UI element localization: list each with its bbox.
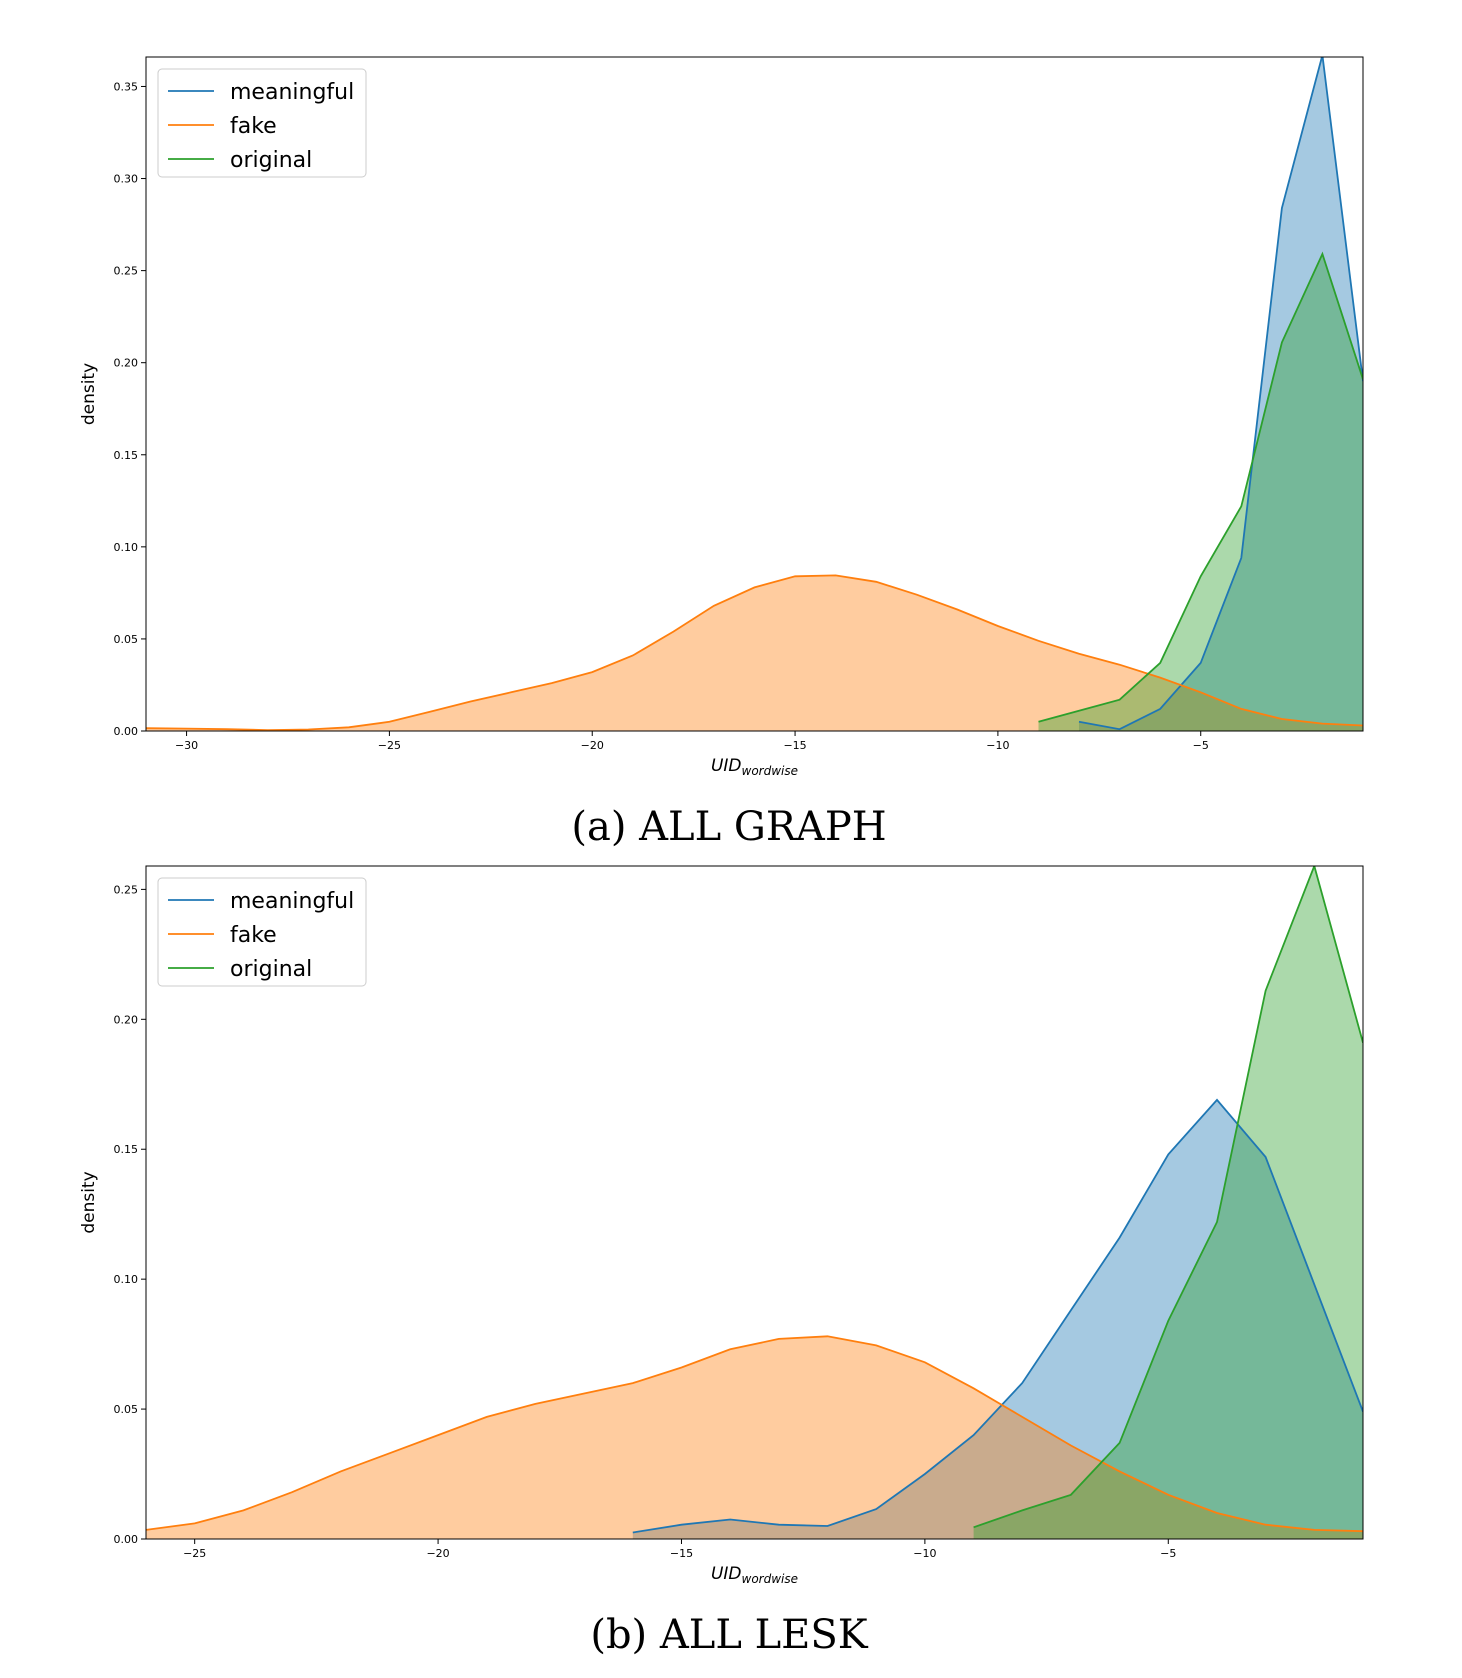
- legend-box: [157, 877, 367, 987]
- legend-box: [157, 68, 367, 178]
- y-tick-label: 0.35: [114, 80, 139, 93]
- legend-label-meaningful: meaningful: [230, 889, 354, 914]
- y-tick-label: 0.15: [114, 1143, 139, 1156]
- legend-label-original: original: [230, 957, 312, 982]
- area-meaningful: [1079, 57, 1363, 731]
- line-original: [973, 866, 1363, 1529]
- y-tick-label: 0.00: [114, 725, 139, 738]
- x-tick-label: −25: [183, 1547, 206, 1560]
- x-tick-label: −10: [913, 1547, 936, 1560]
- chart-a: −30 −25 −20 −15 −10 −5 0.00 0.05 0.10 0.15 0.20 0.2…: [79, 56, 1364, 850]
- x-tick-label: −15: [783, 739, 806, 752]
- line-meaningful: [1078, 57, 1363, 731]
- line-fake: [146, 574, 1363, 731]
- y-tick-label: 0.05: [114, 633, 139, 646]
- y-tick-label: 0.25: [114, 883, 139, 896]
- area-fake: [146, 1336, 1363, 1539]
- y-tick-label: 0.05: [114, 1403, 139, 1416]
- y-tick-label: 0.20: [114, 1013, 139, 1026]
- x-tick-label: −20: [426, 1547, 449, 1560]
- axes-frame: [145, 865, 1364, 1540]
- chart-b: −25 −20 −15 −10 −5 0.00 0.05 0.10 0.15 0.20 0.25 UI…: [79, 865, 1364, 1658]
- plot-area: [146, 57, 1363, 731]
- y-tick-label: 0.15: [114, 449, 139, 462]
- area-original: [1038, 254, 1363, 731]
- area-fake: [146, 575, 1363, 731]
- legend-label-original: original: [230, 148, 312, 173]
- x-tick-label: −20: [581, 739, 604, 752]
- legend-label-fake: fake: [230, 923, 277, 948]
- x-tick-label: −5: [1160, 1547, 1176, 1560]
- x-tick-label: −15: [670, 1547, 693, 1560]
- y-axis-label: density: [79, 1171, 99, 1233]
- y-tick-label: 0.10: [114, 541, 139, 554]
- chart-caption: (b) ALL LESK: [590, 1612, 868, 1658]
- legend: meaningful fake original: [157, 68, 367, 178]
- y-tick-label: 0.25: [114, 265, 139, 278]
- legend-label-meaningful: meaningful: [230, 80, 354, 105]
- line-meaningful: [632, 1098, 1363, 1534]
- y-tick-label: 0.20: [114, 357, 139, 370]
- x-axis-label: UIDwordwise: [711, 756, 798, 778]
- area-meaningful: [632, 1099, 1363, 1539]
- plot-area: [146, 866, 1363, 1539]
- legend: meaningful fake original: [157, 877, 367, 987]
- area-original: [973, 866, 1363, 1539]
- legend-label-fake: fake: [230, 114, 277, 139]
- line-original: [1038, 251, 1363, 723]
- y-axis-label: density: [79, 363, 99, 425]
- x-axis-label: UIDwordwise: [711, 1564, 798, 1586]
- x-tick-label: −25: [378, 739, 401, 752]
- axes-frame: [145, 56, 1364, 732]
- y-tick-label: 0.00: [114, 1533, 139, 1546]
- x-tick-label: −30: [175, 739, 198, 752]
- y-tick-label: 0.10: [114, 1273, 139, 1286]
- x-tick-label: −10: [986, 739, 1009, 752]
- chart-caption: (a) ALL GRAPH: [571, 804, 886, 850]
- x-tick-label: −5: [1193, 739, 1209, 752]
- y-tick-label: 0.30: [114, 173, 139, 186]
- line-fake: [146, 1335, 1363, 1533]
